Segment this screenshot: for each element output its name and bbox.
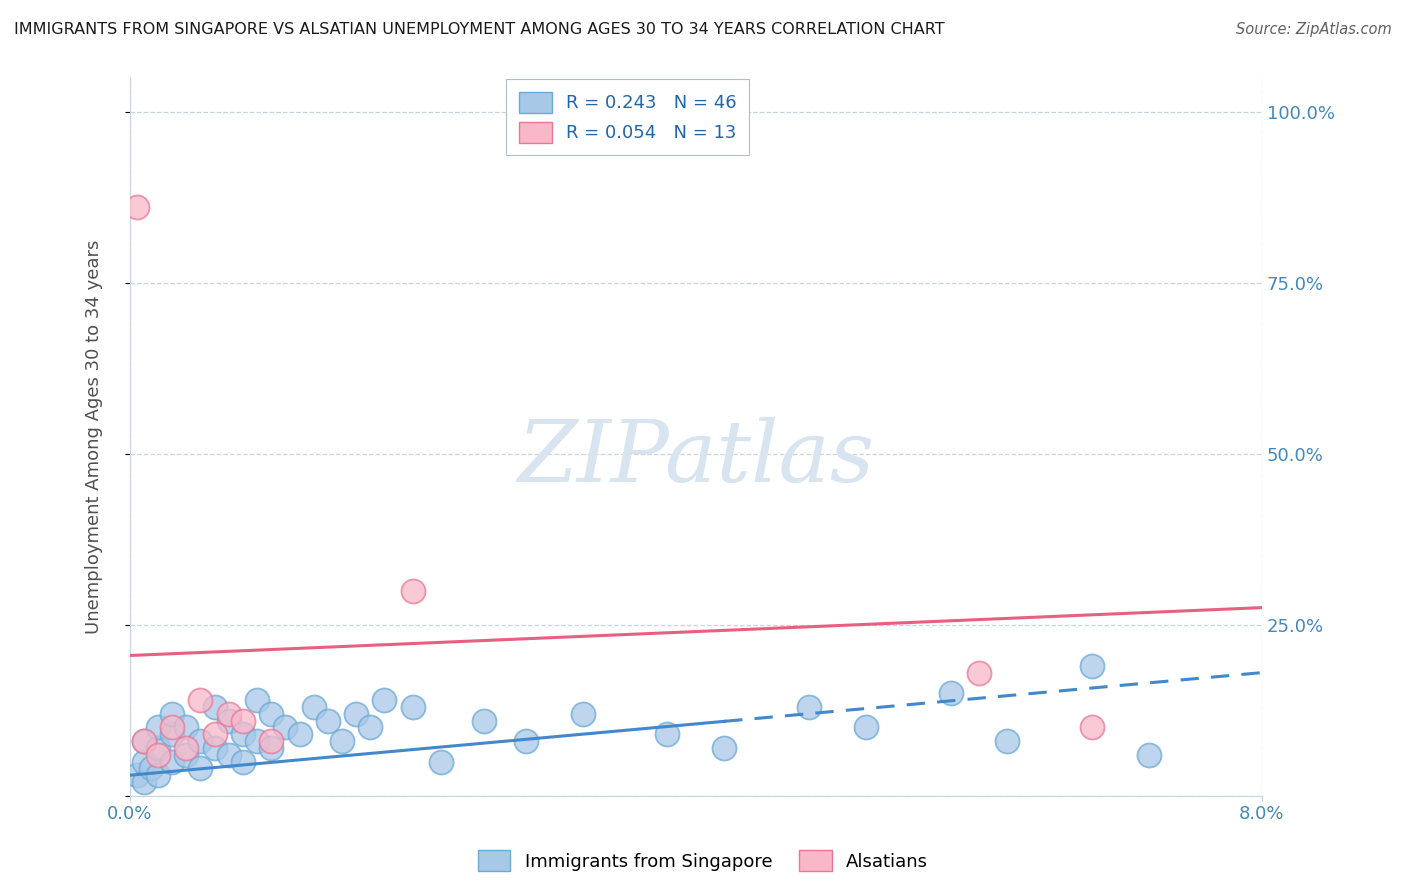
Point <box>402 699 425 714</box>
Point <box>125 201 148 215</box>
Point <box>146 768 169 782</box>
Point <box>204 699 226 714</box>
Point <box>146 740 169 755</box>
Point <box>571 706 593 721</box>
Point <box>160 755 183 769</box>
Point <box>939 686 962 700</box>
Text: Source: ZipAtlas.com: Source: ZipAtlas.com <box>1236 22 1392 37</box>
Point <box>316 714 339 728</box>
Point <box>246 693 269 707</box>
Point <box>132 734 155 748</box>
Point <box>373 693 395 707</box>
Point <box>657 727 679 741</box>
Legend: Immigrants from Singapore, Alsatians: Immigrants from Singapore, Alsatians <box>471 843 935 879</box>
Point <box>359 720 381 734</box>
Y-axis label: Unemployment Among Ages 30 to 34 years: Unemployment Among Ages 30 to 34 years <box>86 239 103 634</box>
Point <box>260 740 283 755</box>
Point <box>132 775 155 789</box>
Point <box>330 734 353 748</box>
Legend: R = 0.243   N = 46, R = 0.054   N = 13: R = 0.243 N = 46, R = 0.054 N = 13 <box>506 79 749 155</box>
Point <box>344 706 367 721</box>
Point <box>232 714 254 728</box>
Point <box>160 720 183 734</box>
Point <box>797 699 820 714</box>
Point <box>190 734 212 748</box>
Text: ZIPatlas: ZIPatlas <box>517 417 875 500</box>
Point <box>125 768 148 782</box>
Point <box>246 734 269 748</box>
Point <box>472 714 495 728</box>
Point <box>139 761 162 775</box>
Point <box>190 693 212 707</box>
Point <box>146 720 169 734</box>
Point <box>218 714 240 728</box>
Point <box>160 706 183 721</box>
Point <box>260 734 283 748</box>
Point <box>995 734 1018 748</box>
Point <box>232 755 254 769</box>
Text: IMMIGRANTS FROM SINGAPORE VS ALSATIAN UNEMPLOYMENT AMONG AGES 30 TO 34 YEARS COR: IMMIGRANTS FROM SINGAPORE VS ALSATIAN UN… <box>14 22 945 37</box>
Point <box>515 734 537 748</box>
Point <box>176 747 198 762</box>
Point <box>1137 747 1160 762</box>
Point <box>190 761 212 775</box>
Point <box>855 720 877 734</box>
Point <box>204 727 226 741</box>
Point <box>146 747 169 762</box>
Point <box>1081 720 1104 734</box>
Point <box>160 727 183 741</box>
Point <box>260 706 283 721</box>
Point <box>713 740 735 755</box>
Point <box>176 720 198 734</box>
Point <box>204 740 226 755</box>
Point <box>132 734 155 748</box>
Point <box>288 727 311 741</box>
Point <box>967 665 990 680</box>
Point <box>302 699 325 714</box>
Point <box>132 755 155 769</box>
Point <box>218 747 240 762</box>
Point <box>274 720 297 734</box>
Point <box>232 727 254 741</box>
Point <box>430 755 453 769</box>
Point <box>218 706 240 721</box>
Point <box>402 583 425 598</box>
Point <box>1081 658 1104 673</box>
Point <box>176 740 198 755</box>
